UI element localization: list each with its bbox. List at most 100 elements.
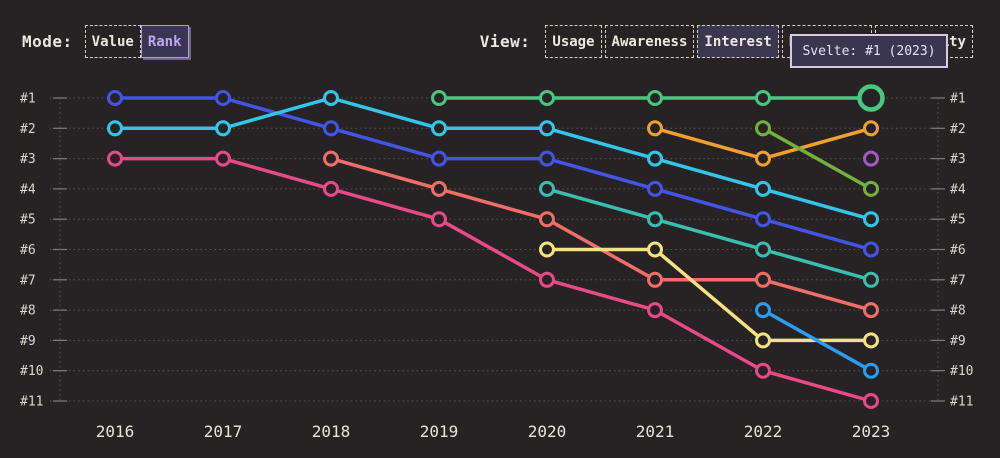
- x-tick-label-2018: 2018: [312, 422, 351, 441]
- series-olive-line: [761, 126, 873, 191]
- series-blue-marker-2018[interactable]: [323, 120, 339, 137]
- series-cyan-marker-2020[interactable]: [539, 120, 555, 137]
- mode-label: Mode:: [22, 32, 73, 51]
- series-teal-line: [545, 187, 873, 282]
- series-yellow-marker-2021[interactable]: [647, 241, 663, 258]
- view-option-interest[interactable]: Interest: [697, 25, 779, 58]
- series-green-marker-2022[interactable]: [755, 90, 771, 106]
- series-orange-marker-2023[interactable]: [863, 120, 879, 137]
- series-blue-marker-2022[interactable]: [755, 211, 771, 228]
- series-purple-marker-2023[interactable]: [863, 150, 879, 167]
- y-tick-label-right-8: #8: [950, 304, 966, 319]
- series-salmon-marker-2023[interactable]: [863, 302, 879, 319]
- series-cyan-marker-2016[interactable]: [107, 120, 123, 137]
- series-orange-marker-2022[interactable]: [755, 150, 771, 167]
- series-teal-marker-2022[interactable]: [755, 241, 771, 258]
- mode-option-rank[interactable]: Rank: [140, 25, 189, 58]
- series-teal-marker-2020[interactable]: [539, 180, 555, 197]
- series-blue-line: [113, 96, 873, 252]
- y-tick-label-left-3: #3: [20, 152, 36, 167]
- series-green-marker-2019[interactable]: [431, 90, 447, 106]
- series-salmon-marker-2020[interactable]: [539, 211, 555, 228]
- y-tick-label-right-5: #5: [950, 213, 966, 228]
- series-yellow-marker-2020[interactable]: [539, 241, 555, 258]
- y-tick-label-left-6: #6: [20, 243, 36, 258]
- y-tick-label-right-4: #4: [950, 182, 966, 197]
- series-orange-marker-2021[interactable]: [647, 120, 663, 137]
- series-pink-marker-2016[interactable]: [107, 150, 123, 167]
- series-blue-marker-2016[interactable]: [107, 90, 123, 106]
- series-pink-marker-2020[interactable]: [539, 271, 555, 288]
- series-green-marker-2020[interactable]: [539, 90, 555, 106]
- x-tick-label-2021: 2021: [636, 422, 675, 441]
- view-label: View:: [479, 32, 531, 51]
- series-blue-marker-2021[interactable]: [647, 180, 663, 197]
- series-pink-marker-2022[interactable]: [755, 362, 771, 379]
- series-blue-marker-2023[interactable]: [863, 241, 879, 258]
- y-tick-label-left-11: #11: [20, 395, 43, 410]
- series-teal-marker-2021[interactable]: [647, 211, 663, 228]
- y-tick-label-right-6: #6: [950, 243, 966, 258]
- chart-tooltip: Svelte: #1 (2023): [790, 34, 948, 68]
- series-salmon-marker-2018[interactable]: [323, 150, 339, 167]
- series-pink-marker-2021[interactable]: [647, 302, 663, 319]
- mode-toggle-group: Mode: Value Rank: [22, 25, 189, 58]
- y-tick-label-right-2: #2: [950, 122, 966, 137]
- y-tick-label-right-9: #9: [950, 334, 966, 349]
- y-tick-label-right-11: #11: [950, 395, 973, 410]
- series-cyan-marker-2017[interactable]: [215, 120, 231, 137]
- view-option-usage[interactable]: Usage: [545, 25, 602, 58]
- y-tick-label-left-2: #2: [20, 122, 36, 137]
- y-tick-label-left-5: #5: [20, 213, 36, 228]
- series-cyan-marker-2019[interactable]: [431, 120, 447, 137]
- x-tick-label-2016: 2016: [96, 422, 135, 441]
- series-cyan-marker-2022[interactable]: [755, 180, 771, 197]
- y-tick-label-right-1: #1: [950, 92, 966, 107]
- series-cyan-marker-2023[interactable]: [863, 211, 879, 228]
- series-salmon-marker-2021[interactable]: [647, 271, 663, 288]
- y-tick-label-left-9: #9: [20, 334, 36, 349]
- series-yellow-marker-2023[interactable]: [863, 332, 879, 349]
- x-tick-label-2020: 2020: [528, 422, 567, 441]
- y-tick-label-left-1: #1: [20, 92, 36, 107]
- series-cyan-marker-2021[interactable]: [647, 150, 663, 167]
- y-tick-label-left-8: #8: [20, 304, 36, 319]
- series-pink-marker-2019[interactable]: [431, 211, 447, 228]
- series-pink-marker-2017[interactable]: [215, 150, 231, 167]
- series-sky-line: [761, 308, 873, 373]
- series-green-marker-2021[interactable]: [647, 90, 663, 106]
- series-cyan-line: [113, 96, 873, 221]
- x-tick-label-2023: 2023: [852, 422, 891, 441]
- x-tick-label-2017: 2017: [204, 422, 243, 441]
- series-blue-marker-2017[interactable]: [215, 90, 231, 106]
- series-pink-marker-2023[interactable]: [863, 393, 879, 409]
- series-blue-marker-2020[interactable]: [539, 150, 555, 167]
- series-pink-marker-2018[interactable]: [323, 180, 339, 197]
- y-tick-label-left-7: #7: [20, 273, 36, 288]
- series-olive-marker-2022[interactable]: [755, 120, 771, 137]
- series-salmon-marker-2019[interactable]: [431, 180, 447, 197]
- y-tick-label-left-4: #4: [20, 182, 36, 197]
- view-option-awareness[interactable]: Awareness: [604, 25, 695, 58]
- series-sky-marker-2023[interactable]: [863, 362, 879, 379]
- series-olive-marker-2023[interactable]: [863, 180, 879, 197]
- y-tick-label-right-3: #3: [950, 152, 966, 167]
- series-blue-marker-2019[interactable]: [431, 150, 447, 167]
- series-cyan-marker-2018[interactable]: [323, 90, 339, 106]
- y-tick-label-left-10: #10: [20, 364, 43, 379]
- series-salmon-line: [329, 156, 873, 312]
- y-tick-label-right-7: #7: [950, 273, 966, 288]
- mode-option-value[interactable]: Value: [84, 25, 141, 58]
- y-tick-label-right-10: #10: [950, 364, 973, 379]
- series-salmon-marker-2022[interactable]: [755, 271, 771, 288]
- series-pink-line: [113, 156, 873, 403]
- series-sky-marker-2022[interactable]: [755, 302, 771, 319]
- series-teal-marker-2023[interactable]: [863, 271, 879, 288]
- x-tick-label-2022: 2022: [744, 422, 783, 441]
- series-green-marker-highlight[interactable]: [857, 84, 885, 112]
- x-tick-label-2019: 2019: [420, 422, 459, 441]
- series-yellow-marker-2022[interactable]: [755, 332, 771, 349]
